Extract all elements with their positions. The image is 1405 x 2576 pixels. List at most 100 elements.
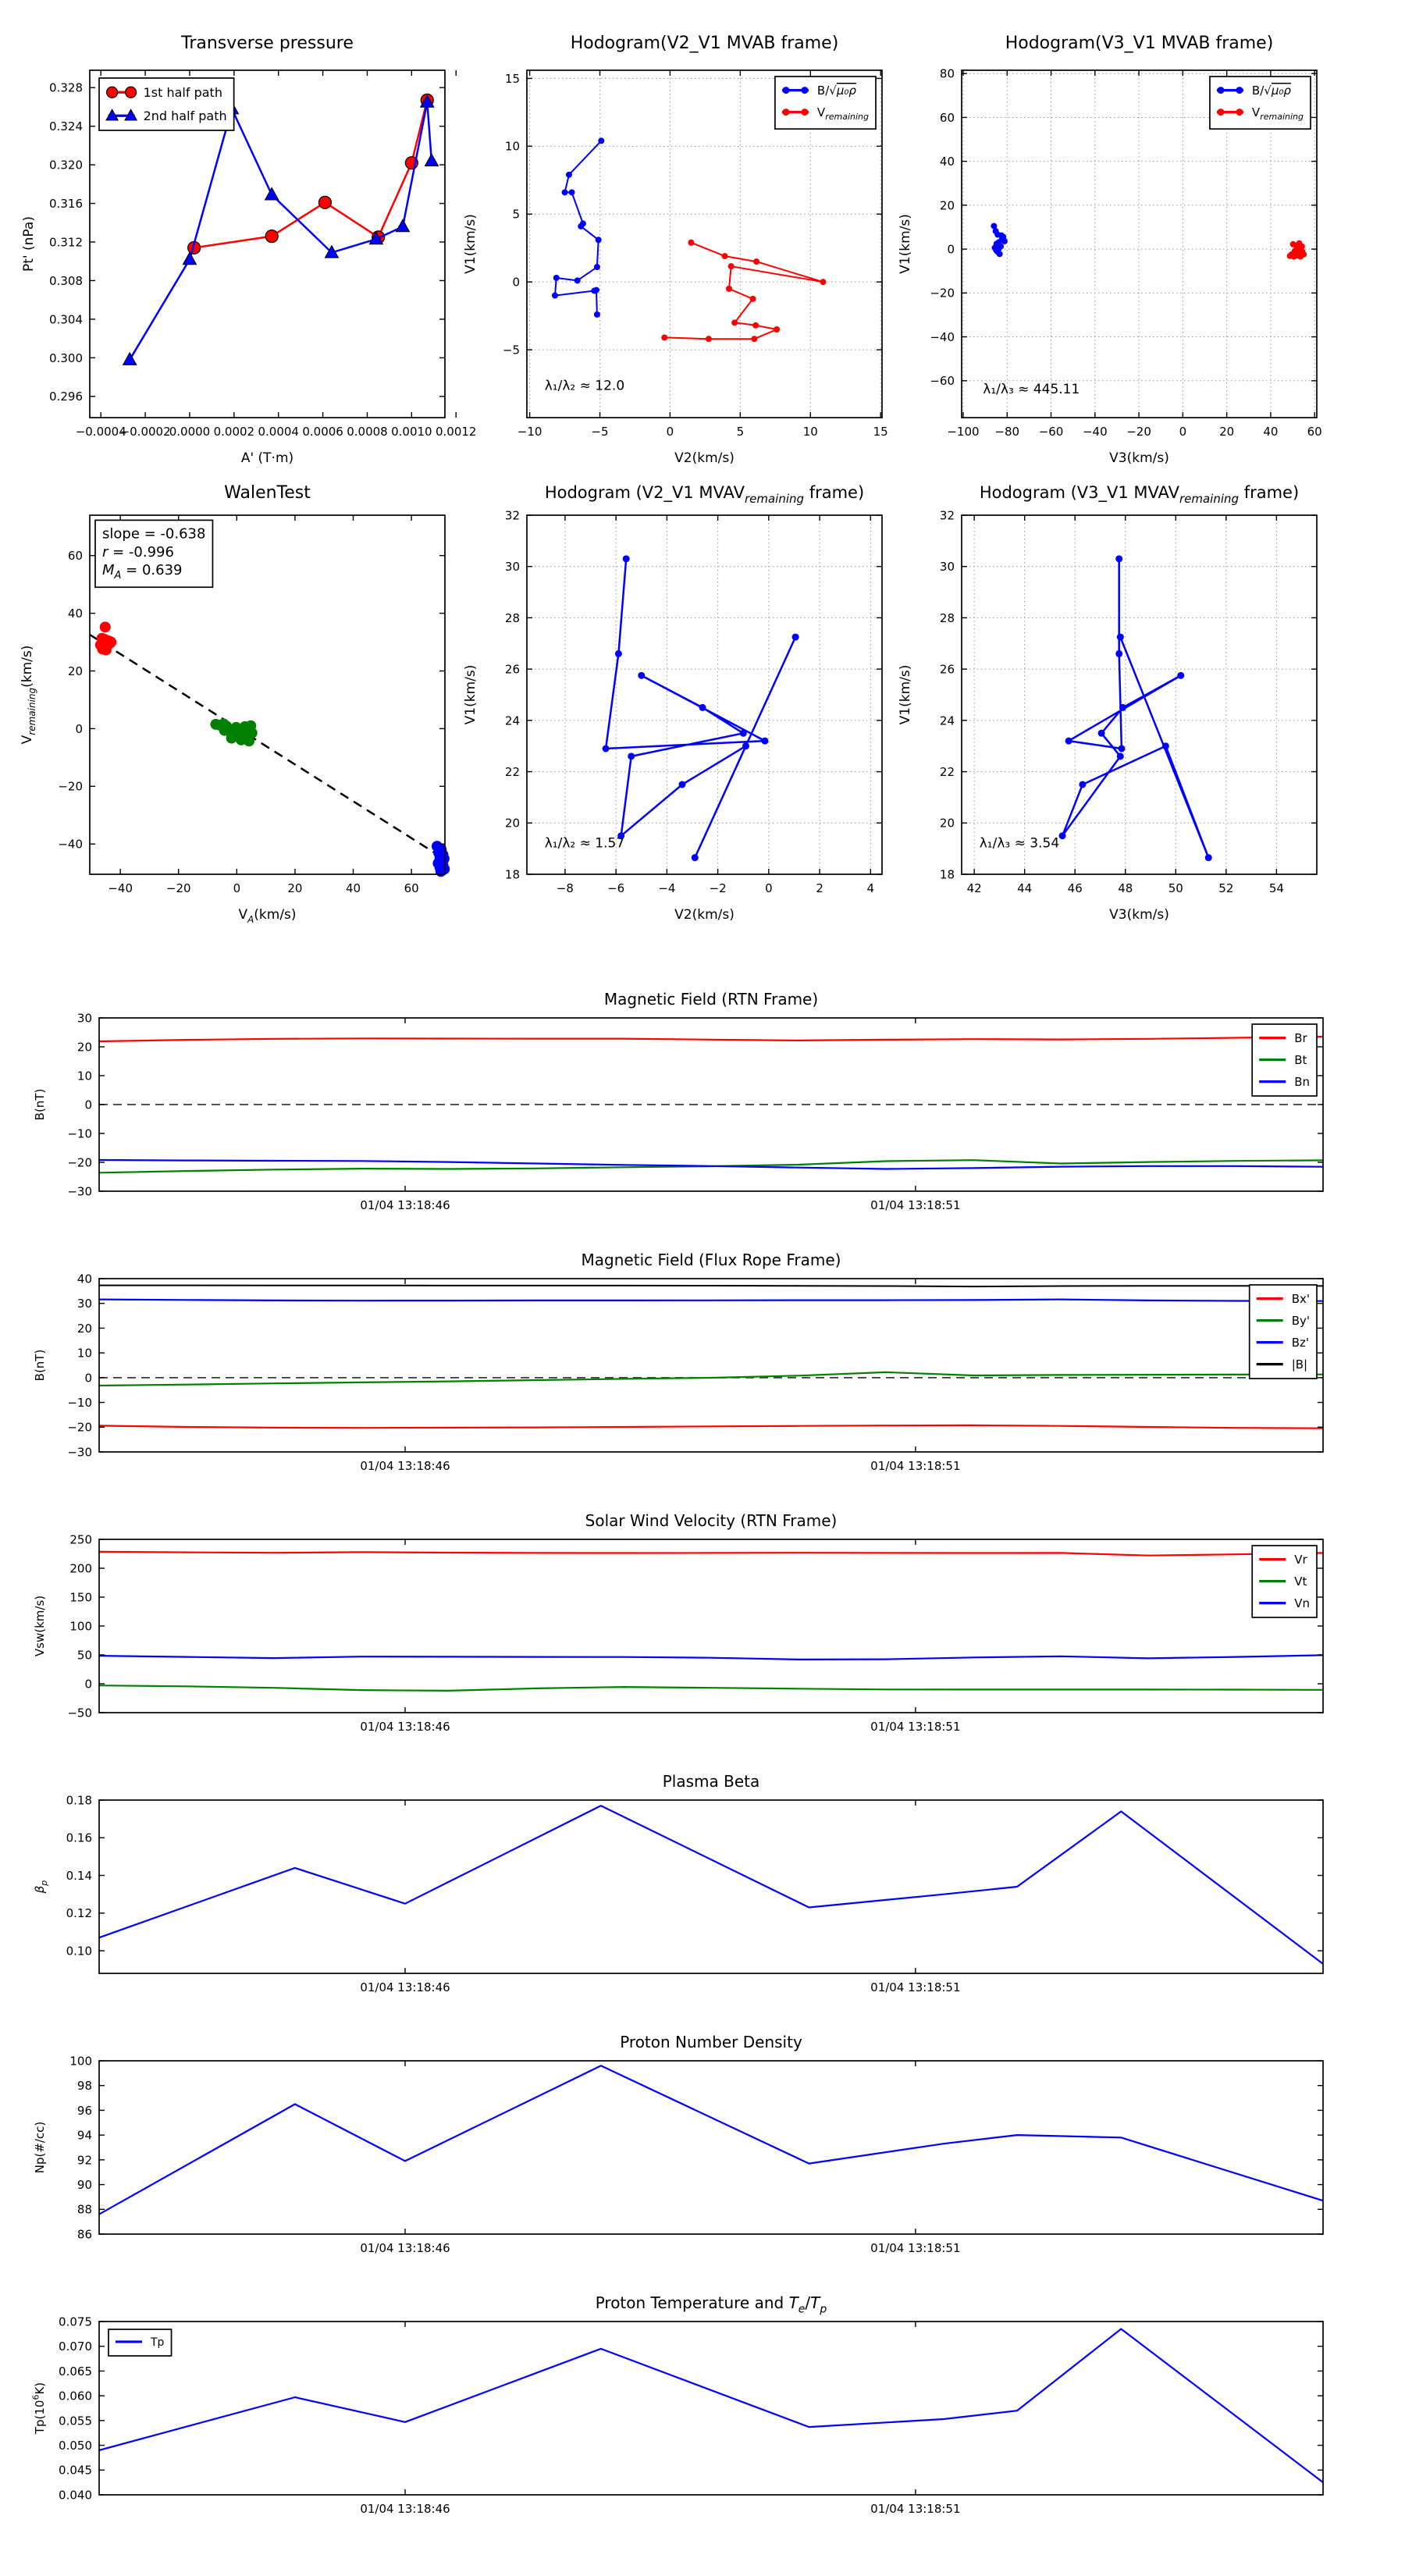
axes-frame bbox=[89, 69, 446, 418]
y-tick-label: 40 bbox=[68, 607, 83, 621]
y-tick-label: 30 bbox=[77, 1297, 92, 1311]
y-tick-label: −10 bbox=[67, 1396, 92, 1410]
x-tick-label: −10 bbox=[518, 425, 542, 439]
x-tick-label: 40 bbox=[346, 881, 361, 895]
y-axis-label: Pt' (nPa) bbox=[21, 216, 37, 272]
chart-title: Hodogram(V3_V1 MVAB frame) bbox=[1005, 34, 1274, 53]
y-tick-label: 10 bbox=[77, 1347, 92, 1361]
chart-magnetic-field-rtn: 01/04 13:18:46 01/04 13:18:51 −30 −20 −10 0 10… bbox=[0, 972, 1405, 1233]
x-tick-label: 01/04 13:18:46 bbox=[360, 2502, 450, 2516]
x-tick-label: −80 bbox=[994, 425, 1019, 439]
y-tick-label: 0.296 bbox=[49, 390, 83, 404]
y-tick-label: −50 bbox=[67, 1706, 92, 1720]
y-axis-label: V1(km/s) bbox=[463, 214, 478, 274]
x-tick-label: 5 bbox=[737, 425, 745, 439]
y-tick-label: 26 bbox=[505, 663, 520, 677]
chart-transverse-pressure: −0.0004 −0.0002 0.0000 0.0002 0.0004 0.0006 0.… bbox=[0, 0, 500, 503]
x-tick-label: 0.0000 bbox=[169, 425, 211, 439]
svg-text:B/√μ₀ρ: B/√μ₀ρ bbox=[817, 84, 856, 98]
svg-text:2nd half path: 2nd half path bbox=[144, 109, 227, 123]
y-tick-label: 18 bbox=[505, 867, 520, 881]
y-tick-label: 0.316 bbox=[49, 197, 83, 211]
y-tick-label: 0.040 bbox=[59, 2488, 92, 2502]
y-tick-label: 98 bbox=[77, 2079, 92, 2093]
y-tick-label: 0 bbox=[84, 1371, 92, 1385]
chart-proton-number-density: 01/04 13:18:46 01/04 13:18:51 86 88 90 92 94 96… bbox=[0, 2015, 1405, 2275]
y-axis-label: V1(km/s) bbox=[463, 665, 478, 725]
y-tick-label: 0.045 bbox=[59, 2464, 92, 2478]
x-tick-label: 0.0008 bbox=[347, 425, 388, 439]
axes-frame bbox=[98, 1278, 1324, 1453]
series-Bx-prime bbox=[98, 1424, 1324, 1429]
y-tick-label: 18 bbox=[940, 867, 955, 881]
y-tick-label: 0.324 bbox=[49, 119, 83, 133]
y-tick-label: 92 bbox=[77, 2153, 92, 2167]
series-cluster-green bbox=[210, 718, 258, 747]
x-tick-label: −6 bbox=[607, 881, 624, 895]
x-tick-label: 01/04 13:18:46 bbox=[360, 2241, 450, 2255]
y-tick-label: 24 bbox=[940, 713, 955, 728]
series-Bz-prime bbox=[98, 1298, 1324, 1302]
y-tick-label: −40 bbox=[58, 838, 83, 852]
svg-text:r = -0.996: r = -0.996 bbox=[102, 544, 174, 560]
x-tick-label: 60 bbox=[1307, 425, 1322, 439]
y-tick-label: 28 bbox=[940, 611, 955, 625]
y-tick-label: 0.055 bbox=[59, 2414, 92, 2428]
svg-text:Bz': Bz' bbox=[1292, 1336, 1309, 1350]
chart-svg-proton-number-density: 01/04 13:18:46 01/04 13:18:51 86 88 90 92 94 96… bbox=[33, 2033, 1324, 2255]
y-tick-label: 0.075 bbox=[59, 2314, 92, 2329]
x-tick-label: 01/04 13:18:51 bbox=[870, 2502, 960, 2516]
axes-frame bbox=[98, 1799, 1324, 1974]
y-axis-label: B(nT) bbox=[33, 1350, 47, 1382]
x-tick-label: −40 bbox=[108, 881, 133, 895]
legend: Br Bt Bn bbox=[1251, 1023, 1318, 1097]
y-tick-label: 10 bbox=[505, 140, 520, 154]
svg-text:By': By' bbox=[1292, 1314, 1310, 1328]
x-tick-label: 01/04 13:18:46 bbox=[360, 1198, 450, 1212]
legend: Tp bbox=[108, 2329, 173, 2357]
axes-frame bbox=[98, 2060, 1324, 2235]
x-tick-label: −8 bbox=[557, 881, 574, 895]
y-tick-label: 24 bbox=[505, 713, 520, 728]
y-tick-label: 90 bbox=[77, 2178, 92, 2192]
y-tick-label: 0 bbox=[84, 1677, 92, 1691]
axes-frame bbox=[961, 514, 1318, 875]
y-tick-label: 0.300 bbox=[49, 351, 83, 365]
y-tick-label: 100 bbox=[69, 2054, 92, 2068]
y-axis-label: Vsw(km/s) bbox=[33, 1596, 47, 1656]
y-tick-label: 50 bbox=[77, 1648, 92, 1662]
svg-text:Bn: Bn bbox=[1294, 1075, 1310, 1089]
chart-svg-walen-test: −40 −20 0 20 40 60 −40 −20 0 20 40 60 WalenTest VA(km… bbox=[20, 483, 450, 925]
x-tick-label: 15 bbox=[873, 425, 888, 439]
y-tick-label: 22 bbox=[940, 765, 955, 779]
y-tick-label: 20 bbox=[505, 817, 520, 831]
chart-title: Proton Temperature and Te/Tp bbox=[596, 2293, 827, 2316]
y-tick-label: −20 bbox=[58, 780, 83, 794]
x-tick-label: 0.0006 bbox=[302, 425, 343, 439]
y-axis-label: V1(km/s) bbox=[898, 665, 913, 725]
x-axis-label: V2(km/s) bbox=[674, 907, 735, 923]
x-tick-label: 0.0004 bbox=[258, 425, 299, 439]
y-tick-label: −20 bbox=[67, 1155, 92, 1169]
legend: Bx' By' Bz' |B| bbox=[1248, 1284, 1318, 1379]
stats-box: slope = -0.638 r = -0.996 MA = 0.639 bbox=[94, 519, 214, 589]
chart-hodogram-v2v1-mvab: −10 −5 0 5 10 15 −5 0 5 10 15 Hodogram(V2_V1 MVAB f… bbox=[437, 0, 937, 503]
series-cluster-red bbox=[94, 621, 117, 656]
y-tick-label: −30 bbox=[67, 1445, 92, 1459]
y-tick-label: 30 bbox=[77, 1011, 92, 1025]
chart-title: Hodogram (V2_V1 MVAVremaining frame) bbox=[545, 483, 864, 506]
x-tick-label: 2 bbox=[816, 881, 823, 895]
y-axis-label: B(nT) bbox=[33, 1089, 47, 1121]
lambda-annotation: λ₁/λ₂ ≈ 1.57 bbox=[545, 836, 624, 852]
series-V-remaining bbox=[1286, 240, 1307, 260]
x-tick-label: 20 bbox=[287, 881, 302, 895]
x-tick-label: 60 bbox=[404, 881, 419, 895]
y-tick-label: −10 bbox=[67, 1126, 92, 1140]
svg-text:Vt: Vt bbox=[1294, 1574, 1307, 1589]
x-tick-label: 0 bbox=[667, 425, 674, 439]
chart-title: Hodogram(V2_V1 MVAB frame) bbox=[571, 34, 839, 53]
x-tick-label: 46 bbox=[1068, 881, 1083, 895]
x-tick-label: −5 bbox=[591, 425, 608, 439]
y-tick-label: 30 bbox=[505, 560, 520, 574]
